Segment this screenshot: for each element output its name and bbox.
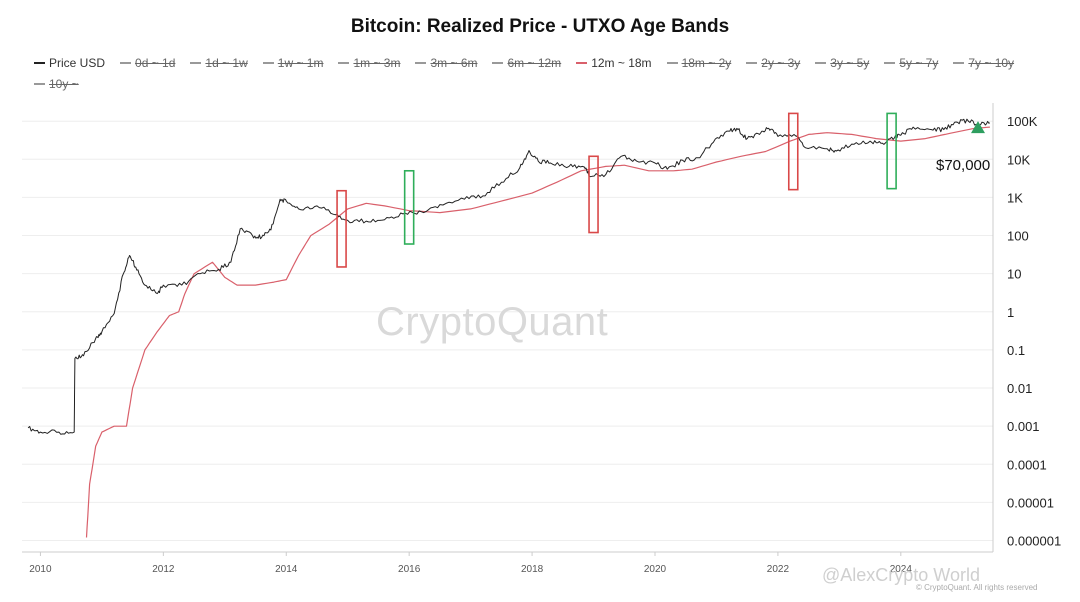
legend-item[interactable]: 1w ~ 1m: [262, 54, 324, 72]
legend-item[interactable]: 10y ~: [34, 75, 79, 93]
legend-item[interactable]: 5y ~ 7y: [884, 54, 938, 72]
y-tick-label: 0.001: [1007, 419, 1040, 434]
legend-item[interactable]: 1m ~ 3m: [338, 54, 400, 72]
highlight-box: [588, 155, 599, 234]
legend-item[interactable]: 3m ~ 6m: [415, 54, 477, 72]
watermark-text: CryptoQuant: [376, 300, 609, 344]
legend-swatch: [190, 62, 202, 64]
legend-swatch: [262, 62, 274, 64]
legend-item[interactable]: 3y ~ 5y: [815, 54, 869, 72]
legend-swatch: [492, 62, 504, 64]
chart-legend: Price USD 0d ~ 1d 1d ~ 1w 1w ~ 1m 1m ~ 3m 3m …: [34, 51, 1064, 93]
x-tick-label: 2010: [29, 564, 52, 575]
legend-label: 18m ~ 2y: [681, 56, 732, 70]
legend-label: 10y ~: [49, 77, 79, 91]
x-tick-label: 2016: [398, 564, 421, 575]
highlight-box: [336, 189, 347, 268]
legend-swatch: [746, 62, 758, 64]
y-tick-label: 0.00001: [1007, 495, 1054, 510]
legend-swatch: [666, 62, 678, 64]
highlight-box: [886, 112, 897, 190]
y-tick-label: 10: [1007, 267, 1021, 282]
price-annotation-label: $70,000: [936, 157, 991, 174]
highlight-box: [787, 112, 799, 191]
x-tick-label: 2020: [644, 564, 667, 575]
y-tick-label: 0.000001: [1007, 534, 1061, 549]
legend-swatch: [338, 62, 350, 64]
legend-item[interactable]: 1d ~ 1w: [190, 54, 248, 72]
legend-label: 2y ~ 3y: [761, 56, 801, 70]
legend-label: 7y ~ 10y: [968, 56, 1015, 70]
y-tick-label: 100K: [1007, 114, 1038, 129]
legend-label: 12m ~ 18m: [591, 56, 652, 70]
y-tick-label: 0.01: [1007, 381, 1032, 396]
realized-price-12m-18m-line: [85, 126, 990, 538]
legend-item[interactable]: 12m ~ 18m: [576, 54, 652, 72]
chart-title: Bitcoin: Realized Price - UTXO Age Bands: [350, 16, 730, 37]
y-tick-label: 100: [1007, 229, 1029, 244]
price-usd-line: [27, 118, 991, 435]
legend-swatch: [815, 62, 827, 64]
legend-swatch: [576, 62, 588, 64]
legend-label: 3m ~ 6m: [430, 56, 478, 70]
x-tick-label: 2012: [152, 564, 175, 575]
legend-item[interactable]: 0d ~ 1d: [120, 54, 175, 72]
y-tick-label: 10K: [1007, 152, 1030, 167]
legend-swatch: [34, 62, 45, 64]
x-tick-label: 2014: [275, 564, 298, 575]
y-tick-label: 1: [1007, 305, 1014, 320]
x-tick-label: 2024: [890, 564, 913, 575]
legend-label: 1d ~ 1w: [205, 56, 248, 70]
legend-label: 6m ~ 12m: [507, 56, 562, 70]
legend-item[interactable]: 7y ~ 10y: [953, 54, 1014, 72]
x-tick-label: 2018: [521, 564, 544, 575]
legend-swatch: [415, 62, 427, 64]
legend-label: 1w ~ 1m: [277, 56, 324, 70]
legend-label: 5y ~ 7y: [899, 56, 939, 70]
legend-item[interactable]: Price USD: [34, 54, 105, 72]
legend-item[interactable]: 18m ~ 2y: [666, 54, 732, 72]
legend-label: 3y ~ 5y: [830, 56, 870, 70]
triangle-up-icon: [971, 121, 985, 134]
y-tick-label: 1K: [1007, 190, 1023, 205]
x-tick-label: 2022: [767, 564, 790, 575]
y-tick-label: 0.1: [1007, 343, 1025, 358]
highlight-box: [403, 169, 415, 245]
legend-swatch: [953, 62, 965, 64]
legend-swatch: [120, 62, 132, 64]
legend-item[interactable]: 2y ~ 3y: [746, 54, 800, 72]
legend-label: 1m ~ 3m: [353, 56, 401, 70]
legend-item[interactable]: 6m ~ 12m: [492, 54, 561, 72]
legend-swatch: [884, 62, 896, 64]
y-tick-label: 0.0001: [1007, 457, 1047, 472]
copyright-text: © CryptoQuant. All rights reserved: [916, 583, 1038, 592]
legend-label: Price USD: [49, 56, 106, 70]
legend-label: 0d ~ 1d: [135, 56, 176, 70]
legend-swatch: [34, 83, 45, 85]
attribution-text: @AlexCrypto World: [822, 565, 980, 585]
